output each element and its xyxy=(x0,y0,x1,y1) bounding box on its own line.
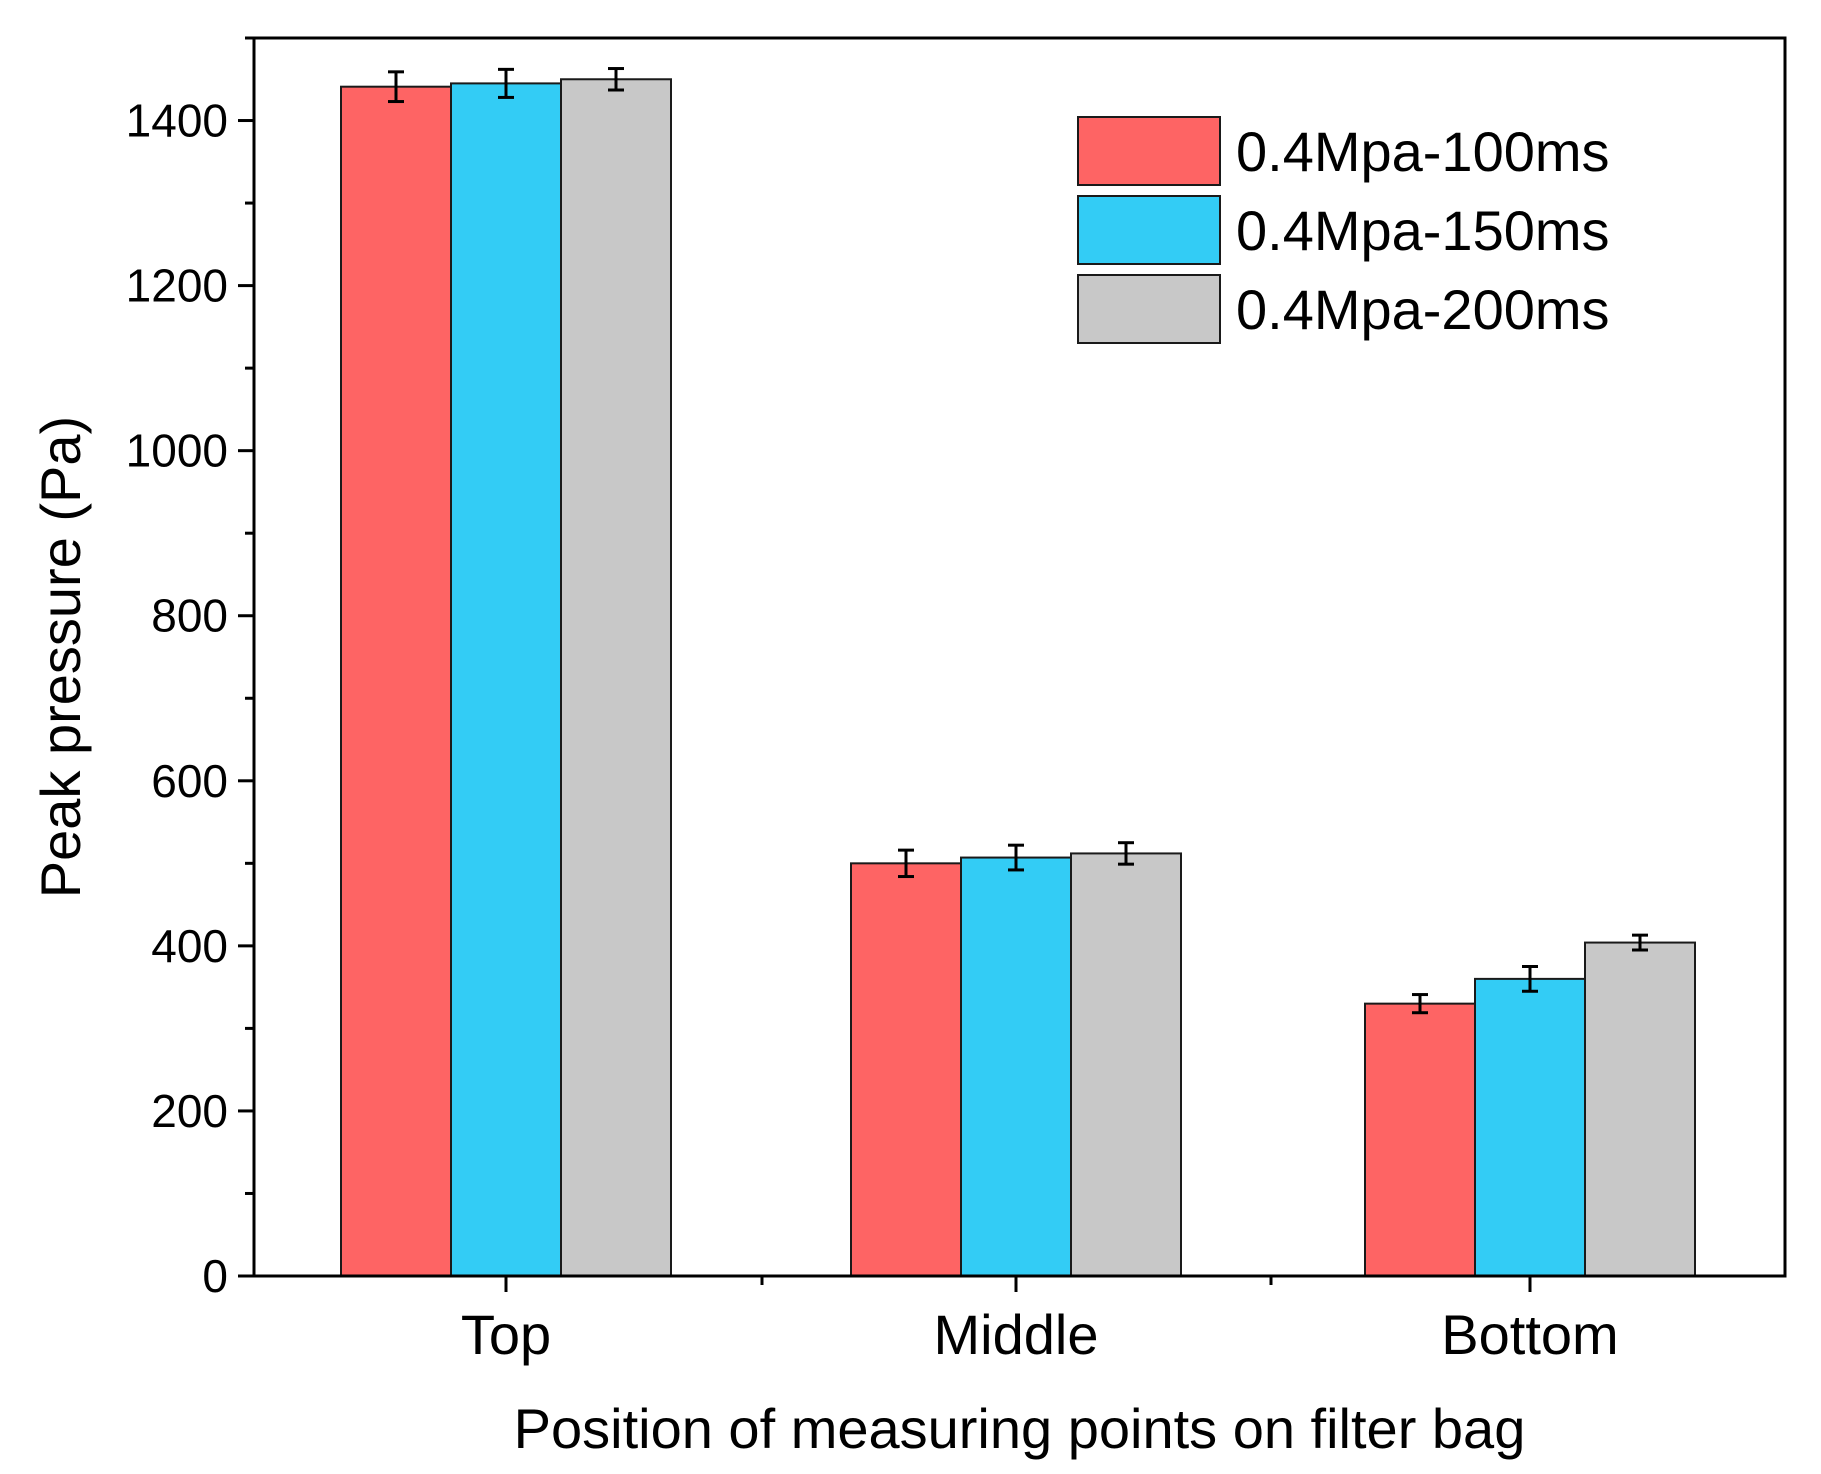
y-tick-label: 1400 xyxy=(126,95,228,147)
y-axis-title: Peak pressure (Pa) xyxy=(29,416,92,898)
y-tick-label: 600 xyxy=(151,755,228,807)
y-tick-label: 1000 xyxy=(126,425,228,477)
bar-bottom-series-3 xyxy=(1584,941,1696,1277)
x-axis-title: Position of measuring points on filter b… xyxy=(514,1397,1526,1460)
legend-label-series-1: 0.4Mpa-100ms xyxy=(1236,120,1610,183)
error-bars-layer xyxy=(388,67,1648,1015)
legend-label-series-3: 0.4Mpa-200ms xyxy=(1236,278,1610,341)
legend-label-series-2: 0.4Mpa-150ms xyxy=(1236,199,1610,262)
y-tick-label: 200 xyxy=(151,1085,228,1137)
bar-top-series-2 xyxy=(450,82,562,1278)
x-category-label-top: Top xyxy=(461,1303,551,1366)
x-category-label-middle: Middle xyxy=(934,1303,1099,1366)
legend-swatch-series-1 xyxy=(1077,116,1221,186)
bar-middle-series-1 xyxy=(850,862,962,1277)
y-tick-label: 400 xyxy=(151,920,228,972)
axes-layer xyxy=(238,36,1787,1292)
bar-middle-series-2 xyxy=(960,856,1072,1278)
legend-swatch-series-3 xyxy=(1077,274,1221,344)
bar-bottom-series-2 xyxy=(1474,977,1586,1277)
y-tick-label: 800 xyxy=(151,590,228,642)
bar-top-series-1 xyxy=(340,85,452,1277)
bar-bottom-series-1 xyxy=(1364,1002,1476,1277)
bar-middle-series-3 xyxy=(1070,852,1182,1277)
x-category-label-bottom: Bottom xyxy=(1441,1303,1618,1366)
legend-swatch-series-2 xyxy=(1077,195,1221,265)
plot-frame xyxy=(252,36,1787,1278)
legend: 0.4Mpa-100ms 0.4Mpa-150ms 0.4Mpa-200ms xyxy=(1077,116,1610,344)
labels-layer: 0 200 400 600 800 1000 1200 1400 Top Middle Bottom… xyxy=(29,95,1619,1460)
y-tick-label: 0 xyxy=(202,1250,228,1302)
bars-layer xyxy=(340,78,1696,1278)
y-tick-label: 1200 xyxy=(126,260,228,312)
bar-top-series-3 xyxy=(560,78,672,1277)
